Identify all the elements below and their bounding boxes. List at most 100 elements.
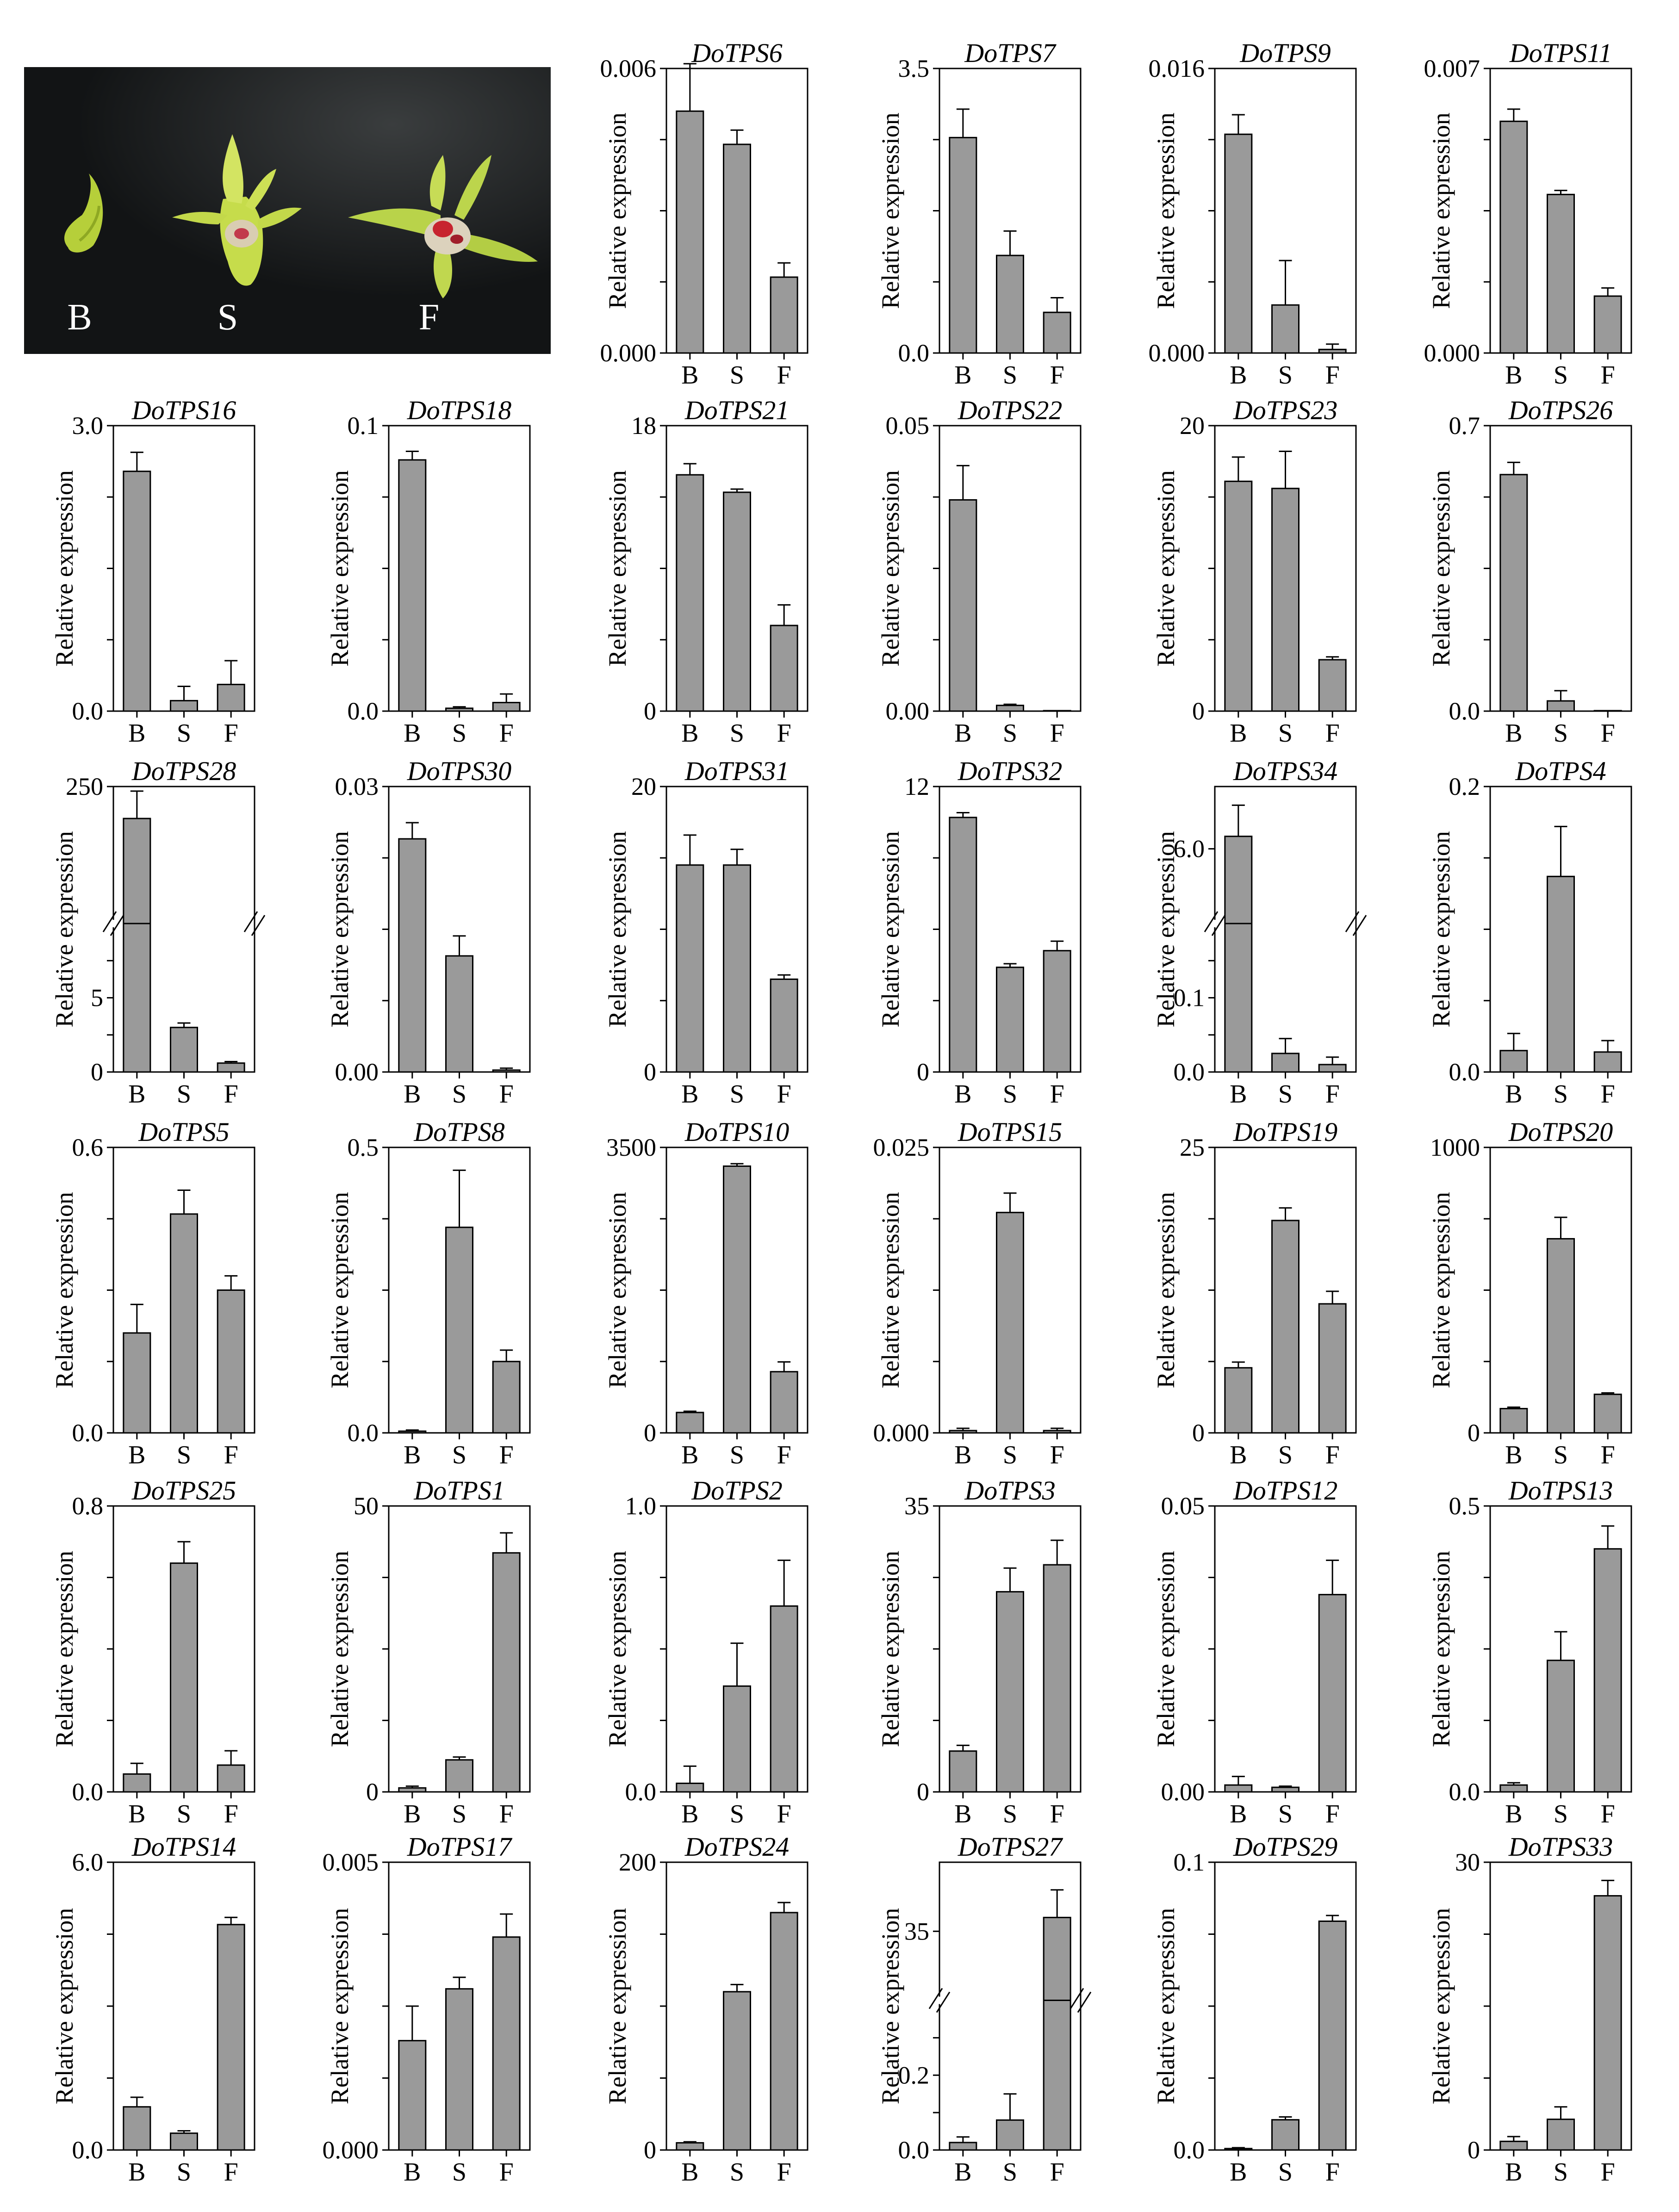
error-bar (453, 1977, 466, 1989)
error-bar (453, 935, 466, 956)
axis-break-gap (1201, 920, 1229, 928)
x-tick-label: B (404, 1080, 421, 1109)
bar-s (723, 864, 751, 1073)
y-axis-label: Relative expression (326, 831, 354, 1027)
chart-title: DoTPS2 (691, 1475, 783, 1506)
chart-dotps27: DoTPS27 Relative expression 0.0 0.2 35 B S F (877, 1832, 1092, 2187)
x-tick-label: B (1230, 361, 1247, 390)
x-tick-label: S (1278, 361, 1293, 390)
bar-b (676, 2142, 704, 2151)
chart-title: DoTPS9 (1239, 38, 1331, 68)
y-tick-label: 0.016 (1149, 55, 1205, 82)
y-axis-label: Relative expression (877, 1192, 904, 1388)
semi-open-stage-image (172, 134, 302, 286)
x-tick-label: S (452, 1800, 466, 1828)
error-bar (1231, 2147, 1245, 2149)
bar-f (1318, 1303, 1347, 1434)
x-tick-label: F (777, 719, 791, 748)
bar-s (996, 967, 1024, 1073)
x-tick-label: S (730, 719, 744, 748)
y-tick-label: 0.0 (1174, 2136, 1205, 2164)
error-bar (405, 451, 419, 460)
bar-f (1318, 1064, 1347, 1073)
y-tick-label: 6.0 (72, 1848, 104, 1876)
bar-b (1499, 1408, 1528, 1434)
error-bar (1231, 456, 1245, 482)
x-tick-label: S (1003, 1441, 1017, 1469)
chart-dotps15: DoTPS15 Relative expression 0.000 0.025 B S F (873, 1117, 1082, 1469)
y-tick-label: 0 (1192, 1419, 1205, 1447)
error-bar (1003, 230, 1017, 256)
error-bar (1601, 1392, 1615, 1394)
bar-b (398, 838, 427, 1073)
bar-s (1547, 1238, 1575, 1434)
y-axis-label: Relative expression (1152, 112, 1180, 309)
error-bar (1003, 1192, 1017, 1213)
chart-title: DoTPS1 (413, 1475, 505, 1506)
bar-f (492, 701, 521, 712)
y-axis-label: Relative expression (1427, 1551, 1455, 1747)
chart-dotps5: DoTPS5 Relative expression 0.0 0.6 B S F (50, 1117, 255, 1469)
bar-b (1224, 133, 1253, 354)
bar-f (1593, 1895, 1622, 2151)
chart-title: DoTPS13 (1508, 1475, 1613, 1506)
y-tick-label: 0.0 (72, 1419, 104, 1447)
bar-s (170, 1562, 198, 1793)
error-bar (500, 1532, 513, 1553)
chart-title: DoTPS24 (684, 1832, 790, 1862)
y-tick-label: 1.0 (625, 1492, 657, 1520)
bar-s (723, 1685, 751, 1793)
x-tick-label: S (1003, 1800, 1017, 1828)
chart-title: DoTPS19 (1233, 1117, 1338, 1147)
error-bar (1601, 1879, 1615, 1896)
bar-f (1043, 311, 1071, 354)
error-bar (1231, 114, 1245, 135)
error-bar (1507, 108, 1520, 122)
y-tick-label: 0.8 (72, 1492, 104, 1520)
x-tick-label: S (1554, 1800, 1568, 1828)
y-axis-label: Relative expression (603, 831, 631, 1027)
bar-b (1499, 1784, 1528, 1793)
y-tick-label: 18 (631, 412, 656, 440)
x-tick-label: B (1230, 1441, 1247, 1469)
error-bar (224, 1275, 238, 1290)
y-tick-label: 200 (619, 1848, 656, 1876)
bar-b (676, 474, 704, 712)
bar-f (492, 1361, 521, 1434)
x-tick-label: F (224, 2158, 238, 2187)
bud-stage-image (64, 173, 103, 253)
bar-f (217, 1924, 245, 2151)
y-axis-label: Relative expression (603, 470, 631, 666)
bar-f (770, 1371, 798, 1434)
x-tick-label: B (1230, 1080, 1247, 1109)
chart-dotps1: DoTPS1 Relative expression 0 50 B S F (326, 1475, 531, 1828)
y-tick-label: 0.0 (1449, 1058, 1480, 1086)
chart-dotps10: DoTPS10 Relative expression 0 3500 B S F (603, 1117, 808, 1469)
x-tick-label: F (224, 1080, 238, 1109)
chart-dotps32: DoTPS32 Relative expression 0 12 B S F (877, 756, 1082, 1109)
bar-s (445, 1988, 473, 2151)
error-bar (1326, 1056, 1339, 1065)
x-tick-label: F (1325, 361, 1340, 390)
y-tick-label: 0.2 (898, 2061, 930, 2089)
y-tick-label: 50 (354, 1492, 379, 1520)
x-tick-label: B (954, 719, 971, 748)
error-bar (500, 1913, 513, 1937)
y-tick-label: 0.00 (886, 697, 930, 725)
chart-dotps6: DoTPS6 Relative expression 0.000 0.006 B S F (600, 38, 808, 390)
chart-dotps13: DoTPS13 Relative expression 0.0 0.5 B S F (1427, 1475, 1632, 1828)
x-tick-label: F (1601, 1441, 1615, 1469)
y-tick-label: 0.0 (348, 1419, 379, 1447)
y-tick-label: 0.000 (873, 1419, 930, 1447)
error-bar (177, 1541, 191, 1563)
error-bar (730, 129, 744, 144)
bar-s (445, 1227, 473, 1434)
chart-dotps18: DoTPS18 Relative expression 0.0 0.1 B S F (326, 395, 531, 748)
y-axis-label: Relative expression (877, 112, 904, 309)
x-tick-label: S (730, 1800, 744, 1828)
error-bar (1601, 1040, 1615, 1052)
y-axis-label: Relative expression (326, 1551, 354, 1747)
error-bar (1051, 297, 1064, 313)
error-bar (683, 834, 696, 865)
x-tick-label: B (128, 719, 145, 748)
